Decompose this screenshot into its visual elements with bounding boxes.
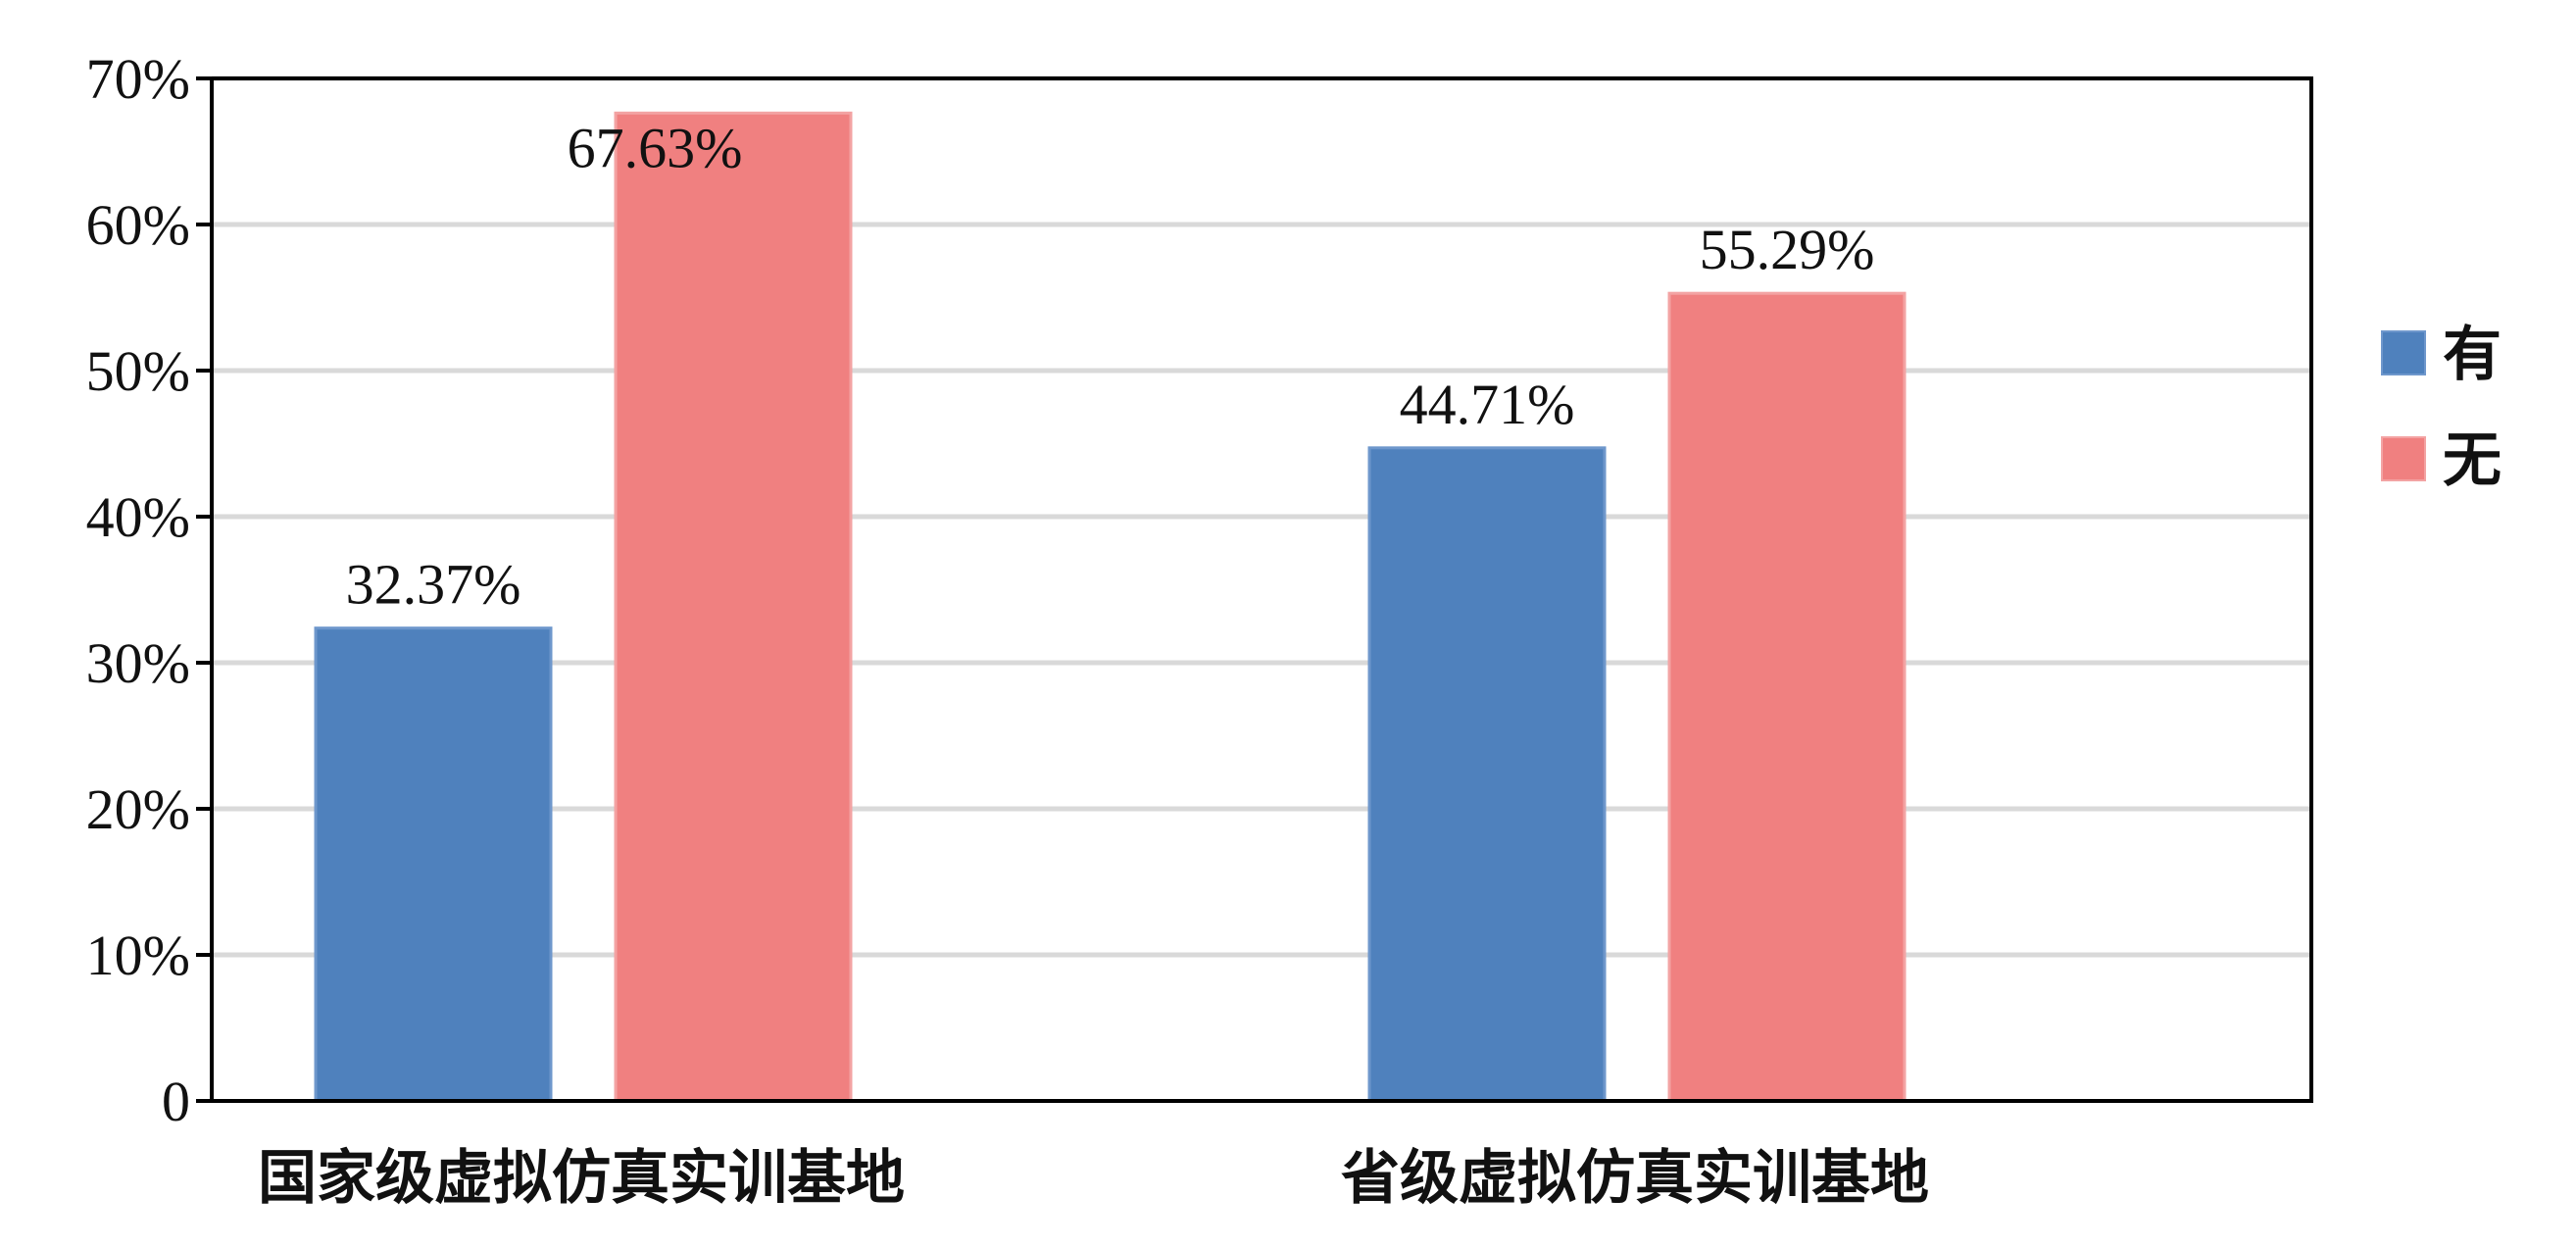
x-axis-categories: 国家级虚拟仿真实训基地 省级虚拟仿真实训基地 bbox=[258, 1144, 1929, 1213]
y-axis-ticks: 0 10% 20% 30% 40% 50% 60% 70% bbox=[86, 47, 212, 1133]
y-tick-label: 40% bbox=[86, 485, 190, 549]
y-tick-label: 30% bbox=[86, 631, 190, 695]
value-labels: 32.37% 44.71% 67.63% 55.29% bbox=[346, 116, 1875, 616]
plot-frame bbox=[210, 76, 2313, 1103]
y-tick-label: 0 bbox=[162, 1070, 190, 1133]
x-category-label: 国家级虚拟仿真实训基地 bbox=[258, 1144, 905, 1213]
legend: 有无 bbox=[2381, 321, 2502, 495]
bar-you-0 bbox=[314, 626, 553, 1103]
y-tick-label: 20% bbox=[86, 777, 190, 841]
value-label: 67.63% bbox=[568, 116, 743, 179]
legend-label: 有 bbox=[2443, 321, 2502, 389]
x-category-label: 省级虚拟仿真实训基地 bbox=[1341, 1144, 1929, 1213]
legend-swatch bbox=[2381, 436, 2426, 481]
bar-you-1 bbox=[1367, 446, 1607, 1103]
y-tick-label: 10% bbox=[86, 924, 190, 987]
legend-label: 无 bbox=[2443, 426, 2502, 495]
y-tick-label: 60% bbox=[86, 193, 190, 257]
value-label: 44.71% bbox=[1400, 373, 1575, 436]
bars bbox=[314, 111, 1907, 1103]
y-tick-label: 50% bbox=[86, 339, 190, 403]
legend-swatch bbox=[2381, 330, 2426, 375]
y-tick-label: 70% bbox=[86, 47, 190, 111]
bar-wu-1 bbox=[1667, 291, 1907, 1103]
value-label: 55.29% bbox=[1700, 218, 1875, 281]
bar-wu-0 bbox=[614, 111, 853, 1103]
value-label: 32.37% bbox=[346, 553, 521, 617]
plot-border bbox=[210, 76, 2313, 1103]
